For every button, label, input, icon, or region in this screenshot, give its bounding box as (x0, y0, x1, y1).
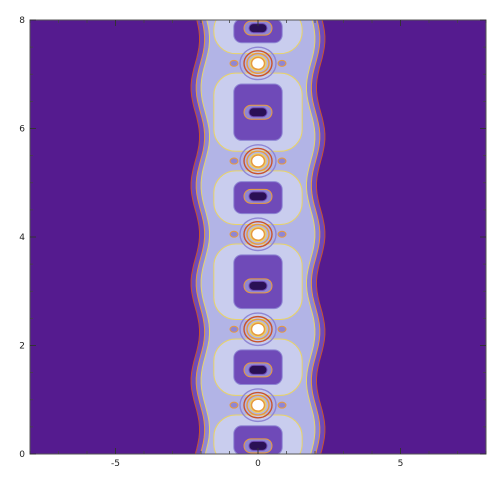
y-tick-label: 4 (19, 233, 25, 243)
y-tick-label: 6 (19, 125, 25, 135)
spot-ring (243, 391, 273, 419)
side-node (277, 230, 287, 238)
spot-ring (246, 394, 270, 416)
spot-ring (239, 46, 277, 81)
bright-spot (250, 227, 266, 242)
bright-spot (250, 322, 266, 336)
y-tick-label: 8 (19, 16, 25, 26)
spot-ring (239, 217, 277, 252)
spot-ring (243, 50, 273, 77)
bright-spot (250, 154, 266, 168)
dark-hole (248, 191, 268, 202)
side-node (229, 157, 239, 165)
dark-hole (248, 280, 268, 291)
spot-ring (243, 147, 273, 175)
side-node (229, 230, 239, 238)
side-node (229, 325, 239, 333)
spot-ring (243, 315, 273, 343)
x-tick-label: 0 (255, 459, 261, 469)
side-node (229, 401, 239, 409)
side-node (277, 59, 287, 67)
bright-spot (250, 398, 266, 412)
spot-ring (239, 388, 277, 423)
spot-ring (246, 318, 270, 340)
y-tick-label: 2 (19, 342, 25, 352)
spot-ring (239, 312, 277, 347)
spot-ring (246, 52, 270, 74)
x-tick-label: -5 (111, 459, 120, 469)
bright-spot (250, 56, 266, 71)
spot-ring (249, 153, 267, 169)
spot-ring (249, 55, 267, 72)
spot-ring (249, 397, 267, 414)
axis-ticks: -5 0 5 0 2 4 6 8 (19, 16, 487, 469)
dark-hole (248, 107, 268, 118)
spot-ring (249, 226, 267, 243)
spot-ring (249, 321, 267, 338)
side-node (277, 157, 287, 165)
y-tick-label: 0 (19, 450, 25, 460)
spot-ring (239, 144, 277, 178)
side-node (229, 59, 239, 67)
x-tick-label: 5 (398, 459, 404, 469)
side-node (277, 325, 287, 333)
spot-ring (243, 220, 273, 248)
dark-hole (248, 364, 268, 375)
bright-spots (229, 46, 287, 423)
spot-ring (246, 223, 270, 245)
side-node (277, 401, 287, 409)
spot-ring (246, 150, 270, 172)
